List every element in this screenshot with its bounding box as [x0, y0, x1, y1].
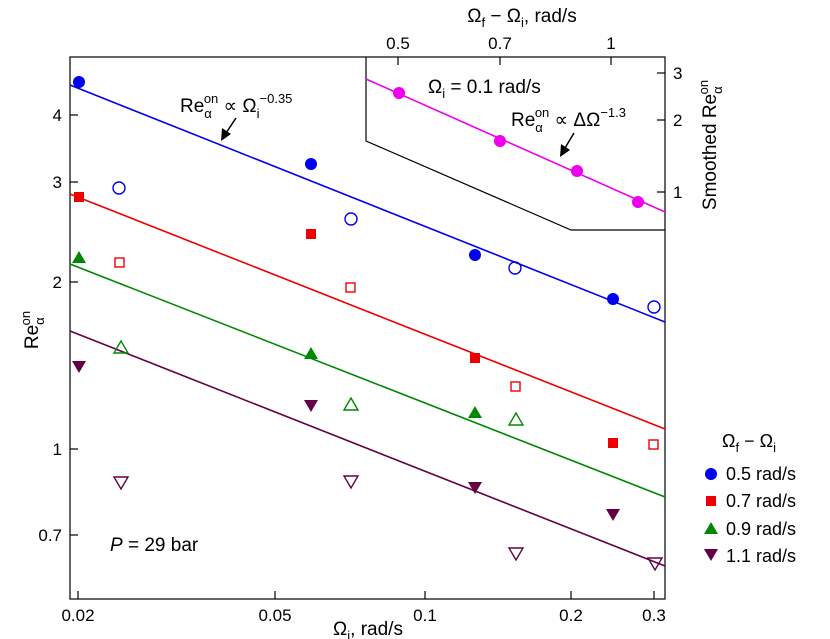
inset-fit-line — [365, 78, 666, 213]
legend-label: 1.1 rad/s — [726, 546, 796, 566]
data-point — [606, 509, 620, 521]
data-point — [73, 76, 85, 88]
legend-marker-0.7 — [706, 496, 716, 506]
data-point-open — [507, 411, 525, 426]
data-point-open — [507, 547, 525, 562]
x-tick-label: 0.05 — [258, 606, 291, 625]
data-point — [304, 400, 318, 412]
inset-y-axis-label: Smoothed Reαon — [696, 80, 725, 210]
legend-label: 0.5 rad/s — [726, 464, 796, 484]
x-axis-label: Ωi, rad/s — [333, 619, 403, 639]
fit-annotation-main-arrow — [225, 117, 237, 134]
inset-x-tick-label: 0.5 — [386, 34, 410, 53]
data-point-open — [112, 181, 126, 195]
y-tick-label: 2 — [53, 273, 62, 292]
inset-y-tick-label: 2 — [673, 111, 682, 130]
inset-x-ticks — [397, 57, 612, 65]
fit-line-0.5 — [69, 84, 666, 323]
fit-annotation-main: Reαon ∝ Ωi−0.35 — [180, 91, 292, 121]
data-point — [304, 347, 318, 359]
fit-line-1.1 — [69, 330, 666, 567]
inset-fit-annotation: Reαon ∝ ΔΩ−1.3 — [511, 105, 626, 135]
arrow-head — [560, 144, 570, 157]
y-tick-label: 1 — [53, 440, 62, 459]
legend: Ωf − Ωi 0.5 rad/s 0.7 rad/s 0.9 rad/s 1.… — [704, 431, 796, 566]
inset-x-tick-label: 0.7 — [488, 34, 512, 53]
inset-x-tick-label: 1 — [606, 34, 615, 53]
plot-frame — [69, 56, 666, 600]
x-tick-label: 0.2 — [559, 606, 583, 625]
inset-y-ticks — [657, 72, 665, 193]
arrow-head — [221, 128, 231, 141]
data-point — [470, 353, 480, 363]
data-point-open — [646, 557, 664, 572]
inset-border — [365, 57, 665, 231]
data-point-open — [345, 282, 356, 293]
y-tick-label: 4 — [53, 106, 62, 125]
data-point — [469, 249, 481, 261]
data-point-open — [342, 396, 360, 411]
series-0.9 — [72, 251, 525, 426]
y-axis-ticks — [70, 114, 78, 536]
data-point-open — [508, 261, 522, 275]
data-point — [607, 293, 619, 305]
x-tick-label: 0.3 — [642, 606, 666, 625]
inset-y-tick-label: 1 — [673, 183, 682, 202]
legend-marker-0.5 — [705, 468, 717, 480]
series-1.1 — [72, 361, 664, 572]
data-point-open — [647, 300, 661, 314]
x-tick-label: 0.1 — [413, 606, 437, 625]
data-point — [72, 251, 86, 263]
inset-data-point — [571, 165, 583, 177]
data-point — [468, 406, 482, 418]
inset-fit-arrow — [564, 132, 575, 149]
y-axis-tick-labels: 4 3 2 1 0.7 — [38, 106, 62, 545]
legend-label: 0.9 rad/s — [726, 519, 796, 539]
inset-data-point — [393, 87, 405, 99]
legend-label: 0.7 rad/s — [726, 491, 796, 511]
data-point — [74, 192, 84, 202]
data-point — [608, 438, 618, 448]
inset-x-axis-label: Ωf − Ωi, rad/s — [467, 6, 576, 30]
x-tick-label: 0.02 — [61, 606, 94, 625]
data-point-open — [114, 257, 125, 268]
data-point-open — [342, 475, 360, 490]
y-tick-label: 0.7 — [38, 526, 62, 545]
fit-line-0.7 — [69, 193, 666, 430]
data-point-open — [112, 476, 130, 491]
data-point-open — [648, 439, 659, 450]
series-0.5 — [73, 76, 661, 314]
legend-marker-1.1 — [704, 549, 718, 561]
inset-omega-label: Ωi = 0.1 rad/s — [428, 77, 541, 101]
data-point-open — [510, 381, 521, 392]
inset-y-tick-label: 3 — [673, 64, 682, 83]
data-point — [468, 482, 482, 494]
data-point — [72, 361, 86, 373]
x-axis-tick-labels: 0.02 0.05 0.1 0.2 0.3 — [61, 606, 665, 625]
inset-data-point — [632, 196, 644, 208]
data-point — [305, 158, 317, 170]
fit-line-0.9 — [69, 263, 666, 498]
data-point — [306, 229, 316, 239]
y-axis-label: Reαon — [18, 311, 47, 349]
data-point-open — [112, 339, 130, 354]
legend-marker-0.9 — [704, 522, 718, 534]
data-point-open — [344, 212, 358, 226]
series-0.7 — [74, 192, 659, 450]
legend-title: Ωf − Ωi — [722, 431, 776, 455]
inset-series — [393, 87, 644, 208]
y-tick-label: 3 — [53, 173, 62, 192]
inset-data-point — [494, 135, 506, 147]
x-axis-ticks — [77, 591, 655, 599]
pressure-annotation: P = 29 bar — [110, 535, 199, 556]
fit-lines — [69, 78, 666, 567]
